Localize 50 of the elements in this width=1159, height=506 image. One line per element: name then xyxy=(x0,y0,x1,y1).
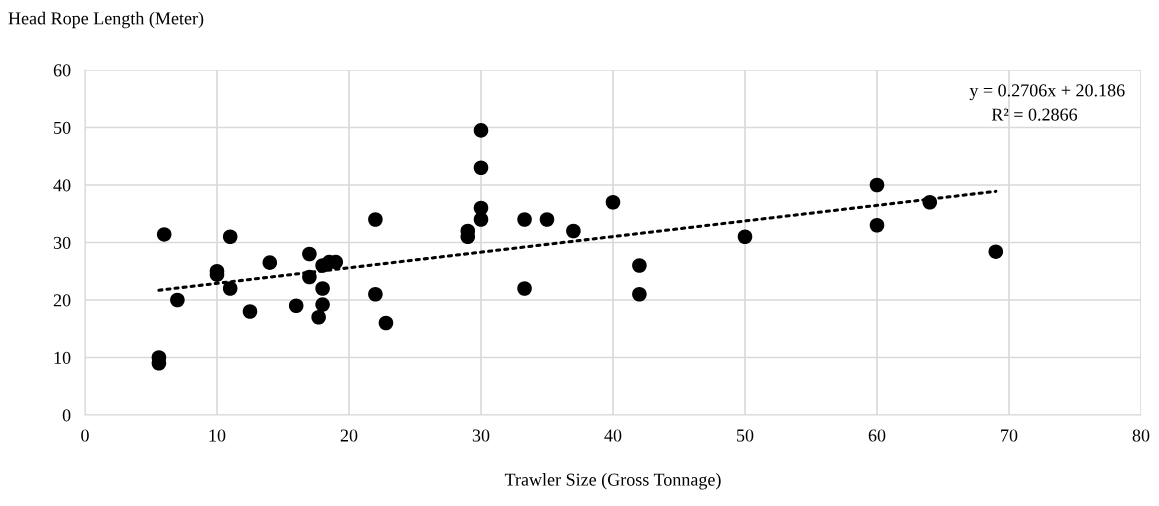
point xyxy=(222,281,238,296)
x-tick-label: 10 xyxy=(209,429,226,442)
point xyxy=(517,212,532,227)
point xyxy=(368,286,383,302)
x-axis-title: Trawler Size (Gross Tonnage) xyxy=(504,473,721,490)
point xyxy=(302,269,317,285)
point xyxy=(632,286,647,302)
point xyxy=(473,123,489,138)
y-tick-label: 10 xyxy=(54,351,71,364)
point xyxy=(242,304,258,319)
x-tick-label: 0 xyxy=(81,429,89,442)
point xyxy=(288,298,304,314)
point xyxy=(869,217,885,233)
point xyxy=(368,212,383,227)
point xyxy=(262,255,278,270)
point xyxy=(566,223,581,239)
y-tick-label: 20 xyxy=(53,294,71,307)
x-tick-label: 50 xyxy=(737,429,754,442)
y-tick-label: 0 xyxy=(62,409,71,422)
x-tick-label: 70 xyxy=(1001,429,1018,442)
x-tick-label: 40 xyxy=(604,429,622,442)
annotation: y = 0.2706x + 20.186 xyxy=(969,84,1125,101)
y-tick-label: 60 xyxy=(53,64,71,77)
y-tick-label: 30 xyxy=(53,236,71,249)
point xyxy=(170,292,185,308)
point xyxy=(539,212,555,227)
point xyxy=(922,194,938,210)
point xyxy=(473,160,489,176)
point xyxy=(315,281,330,296)
point xyxy=(156,227,172,242)
point xyxy=(737,229,753,245)
y-tick-label: 40 xyxy=(53,179,71,192)
x-tick-label: 20 xyxy=(340,429,358,442)
point xyxy=(378,315,394,331)
y-tick-label: 50 xyxy=(54,121,71,134)
point xyxy=(315,297,330,312)
x-tick-label: 60 xyxy=(868,429,886,442)
point xyxy=(605,194,621,210)
point xyxy=(302,246,317,262)
x-tick-label: 30 xyxy=(472,429,490,442)
y-axis-title: Head Rope Length (Meter) xyxy=(8,11,204,29)
point xyxy=(988,244,1004,259)
point xyxy=(222,229,238,245)
point xyxy=(473,212,489,227)
point xyxy=(311,309,326,325)
point xyxy=(869,177,885,193)
point xyxy=(517,281,532,296)
annotation: R² = 0.2866 xyxy=(991,108,1078,121)
x-tick-label: 80 xyxy=(1132,429,1150,442)
point xyxy=(632,258,647,273)
